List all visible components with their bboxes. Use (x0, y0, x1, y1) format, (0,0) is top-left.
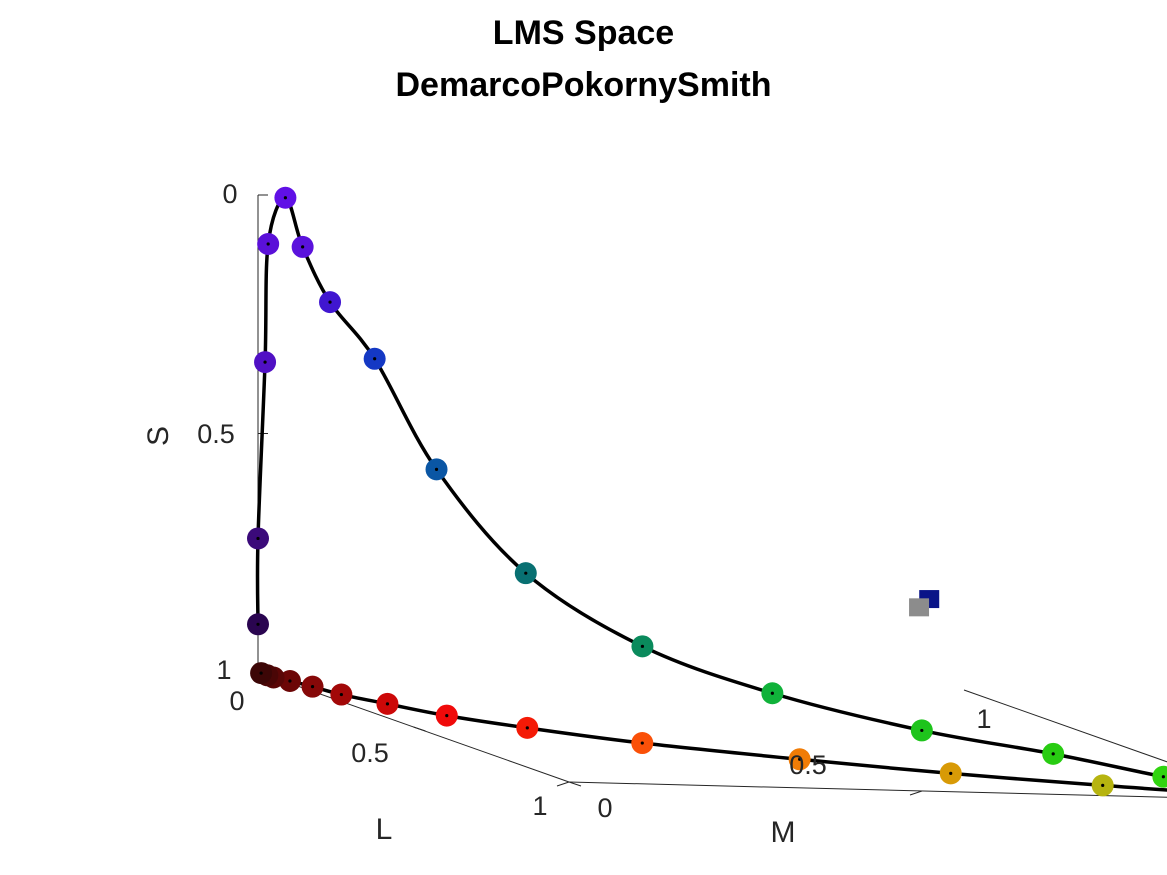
locus-point-center (263, 360, 267, 364)
locus-point (1152, 765, 1167, 788)
locus-point-center (434, 467, 439, 471)
locus-point-center (525, 726, 529, 730)
m-tick-label: 0 (597, 793, 612, 823)
s-axis-label: S (142, 426, 175, 446)
locus-point-center (1101, 783, 1105, 788)
m-tick-label: 0.5 (789, 750, 827, 780)
locus-point-center (310, 685, 315, 689)
back-edge-line (963, 689, 1167, 763)
locus-point-center (770, 691, 774, 695)
m-axis-tick (556, 781, 570, 787)
locus-point-center (798, 757, 802, 761)
locus-point-center (256, 536, 260, 541)
s-tick-label: 0.5 (197, 419, 235, 449)
l-tick-label: 1 (532, 791, 547, 821)
locus-point-center (256, 622, 260, 626)
m-axis-label: M (771, 816, 796, 849)
locus-point-center (640, 644, 645, 648)
locus-point-center (445, 714, 449, 718)
m-tick-label: 1 (976, 704, 991, 734)
l-axis-label: L (376, 813, 393, 846)
locus-point-center (640, 741, 644, 745)
axes-layer (257, 194, 1167, 798)
l-axis-tick (568, 781, 582, 787)
locus-point-center (385, 702, 390, 706)
locus-point-center (1161, 775, 1165, 779)
m-axis-tick (909, 790, 923, 796)
locus-point-center (1051, 752, 1055, 756)
locus-point-center (266, 242, 270, 246)
locus-point-center (373, 357, 377, 361)
locus-point-center (283, 196, 287, 200)
chart-subtitle: DemarcoPokornySmith (395, 66, 772, 104)
locus-point-center (328, 300, 332, 304)
locus-point-center (259, 671, 263, 675)
locus-point-center (288, 679, 292, 683)
l-tick-label: 0.5 (351, 738, 389, 768)
chart-title: LMS Space (492, 14, 675, 52)
s-tick-label: 0 (222, 179, 237, 209)
reference-point (909, 598, 930, 617)
locus-point-center (524, 571, 528, 575)
locus-point-center (339, 692, 343, 697)
l-tick-label: 0 (229, 686, 244, 716)
s-tick-label: 1 (216, 655, 231, 685)
marker-layer (247, 186, 1167, 797)
locus-point-center (301, 245, 305, 249)
locus-point-center (920, 728, 924, 733)
l-axis-tick (413, 726, 426, 732)
locus-point-center (949, 771, 953, 775)
